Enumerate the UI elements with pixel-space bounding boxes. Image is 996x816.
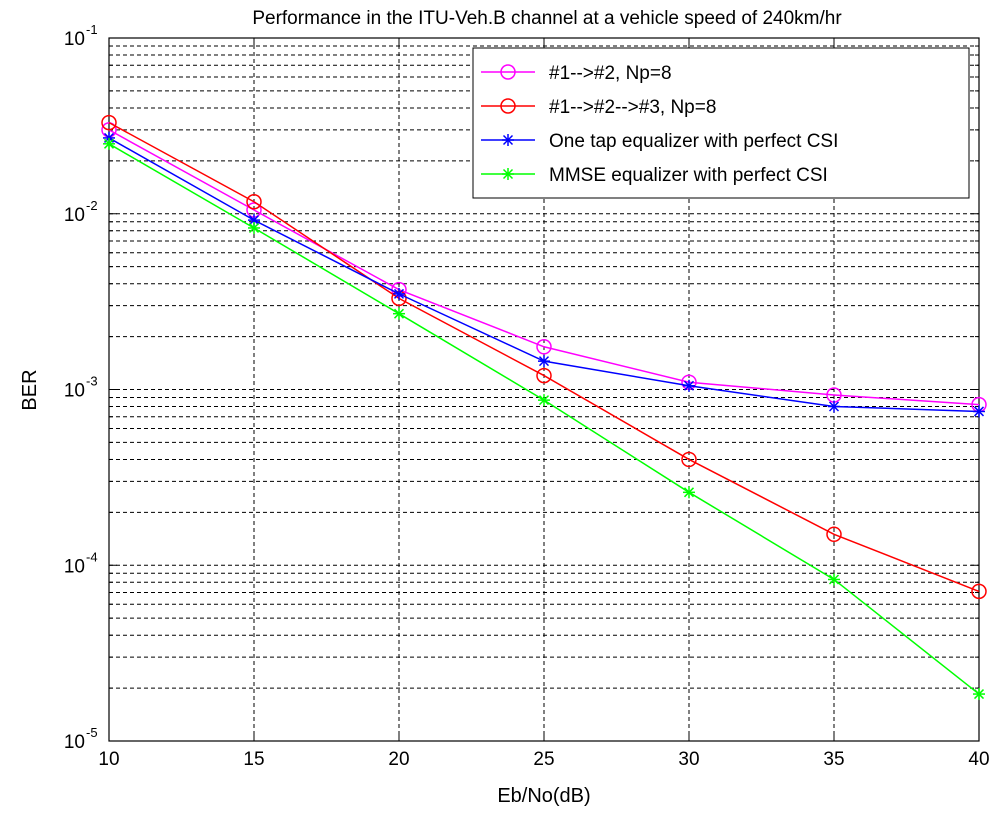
x-tick-label: 35 bbox=[823, 749, 844, 770]
data-point bbox=[248, 221, 260, 234]
data-point bbox=[973, 688, 985, 701]
data-point bbox=[828, 400, 840, 413]
series-line bbox=[108, 129, 980, 406]
y-axis-label: BER bbox=[19, 369, 41, 410]
star-stroke bbox=[683, 487, 695, 498]
x-tick-label: 10 bbox=[98, 749, 119, 770]
star-stroke bbox=[538, 356, 550, 367]
star-stroke bbox=[502, 134, 514, 146]
star-stroke bbox=[393, 288, 405, 299]
data-point bbox=[536, 339, 552, 355]
legend-label: MMSE equalizer with perfect CSI bbox=[549, 165, 828, 186]
data-point bbox=[828, 573, 840, 586]
y-tick-label: 10 -1 bbox=[64, 22, 98, 50]
data-point bbox=[101, 114, 117, 131]
data-point bbox=[246, 194, 262, 210]
star-stroke bbox=[502, 168, 514, 180]
star-stroke bbox=[248, 215, 260, 226]
legend-swatch-marker bbox=[502, 134, 514, 146]
y-tick-label-exponent: -5 bbox=[86, 725, 98, 740]
data-point bbox=[393, 287, 405, 300]
star-stroke bbox=[828, 401, 840, 412]
legend-label: One tap equalizer with perfect CSI bbox=[549, 131, 838, 152]
x-tick-label: 30 bbox=[678, 749, 699, 770]
x-tick-label: 40 bbox=[968, 749, 989, 770]
star-stroke bbox=[973, 689, 985, 700]
data-point bbox=[536, 367, 552, 384]
star-stroke bbox=[538, 395, 550, 406]
star-stroke bbox=[393, 308, 405, 319]
y-tick-label-base: 10 bbox=[64, 29, 85, 50]
x-tick-label: 15 bbox=[243, 749, 264, 770]
legend-box bbox=[472, 47, 970, 199]
series-2 bbox=[101, 114, 987, 600]
series-layer bbox=[101, 114, 987, 701]
data-point bbox=[103, 137, 115, 150]
y-tick-label-base: 10 bbox=[64, 732, 85, 753]
y-tick-label: 10 -5 bbox=[64, 725, 98, 753]
y-tick-label: 10 -2 bbox=[64, 198, 98, 226]
x-tick-label: 25 bbox=[533, 749, 554, 770]
data-point bbox=[681, 451, 697, 468]
x-axis-label: Eb/No(dB) bbox=[497, 785, 590, 807]
y-tick-label-exponent: -2 bbox=[86, 198, 98, 213]
legend-entry: #1-->#2-->#3, Np=8 bbox=[481, 97, 716, 118]
y-tick-label-base: 10 bbox=[64, 205, 85, 226]
data-point bbox=[538, 355, 550, 368]
legend: #1-->#2, Np=8 #1-->#2-->#3, Np=8 One tap e… bbox=[472, 47, 970, 199]
y-tick-label-exponent: -4 bbox=[86, 549, 98, 564]
y-tick-label-base: 10 bbox=[64, 381, 85, 402]
y-tick-label-base: 10 bbox=[64, 556, 85, 577]
legend-entry: MMSE equalizer with perfect CSI bbox=[481, 165, 828, 186]
data-point bbox=[826, 526, 842, 543]
data-point bbox=[393, 307, 405, 320]
legend-swatch-marker bbox=[502, 168, 514, 180]
legend-entry: One tap equalizer with perfect CSI bbox=[481, 131, 838, 152]
y-tick-label: 10 -4 bbox=[64, 549, 98, 577]
series-line bbox=[108, 121, 980, 593]
series-4 bbox=[103, 137, 985, 701]
legend-entry: #1-->#2, Np=8 bbox=[481, 63, 672, 84]
data-point bbox=[248, 214, 260, 227]
legend-label: #1-->#2-->#3, Np=8 bbox=[549, 97, 716, 118]
data-point bbox=[971, 583, 987, 600]
star-stroke bbox=[683, 380, 695, 391]
data-point bbox=[973, 405, 985, 418]
star-stroke bbox=[103, 138, 115, 149]
star-stroke bbox=[828, 574, 840, 585]
y-tick-label: 10 -3 bbox=[64, 374, 98, 402]
star-stroke bbox=[248, 222, 260, 234]
legend-swatch-marker bbox=[500, 98, 516, 114]
x-tick-label: 20 bbox=[388, 749, 409, 770]
star-stroke bbox=[973, 406, 985, 417]
y-tick-label-exponent: -3 bbox=[86, 374, 98, 389]
data-point bbox=[683, 486, 695, 499]
data-point bbox=[683, 379, 695, 392]
legend-label: #1-->#2, Np=8 bbox=[549, 63, 672, 84]
data-point bbox=[538, 394, 550, 407]
y-tick-label-exponent: -1 bbox=[86, 22, 98, 37]
chart-title: Performance in the ITU-Veh.B channel at … bbox=[252, 8, 842, 29]
legend-swatch-marker bbox=[500, 64, 516, 80]
